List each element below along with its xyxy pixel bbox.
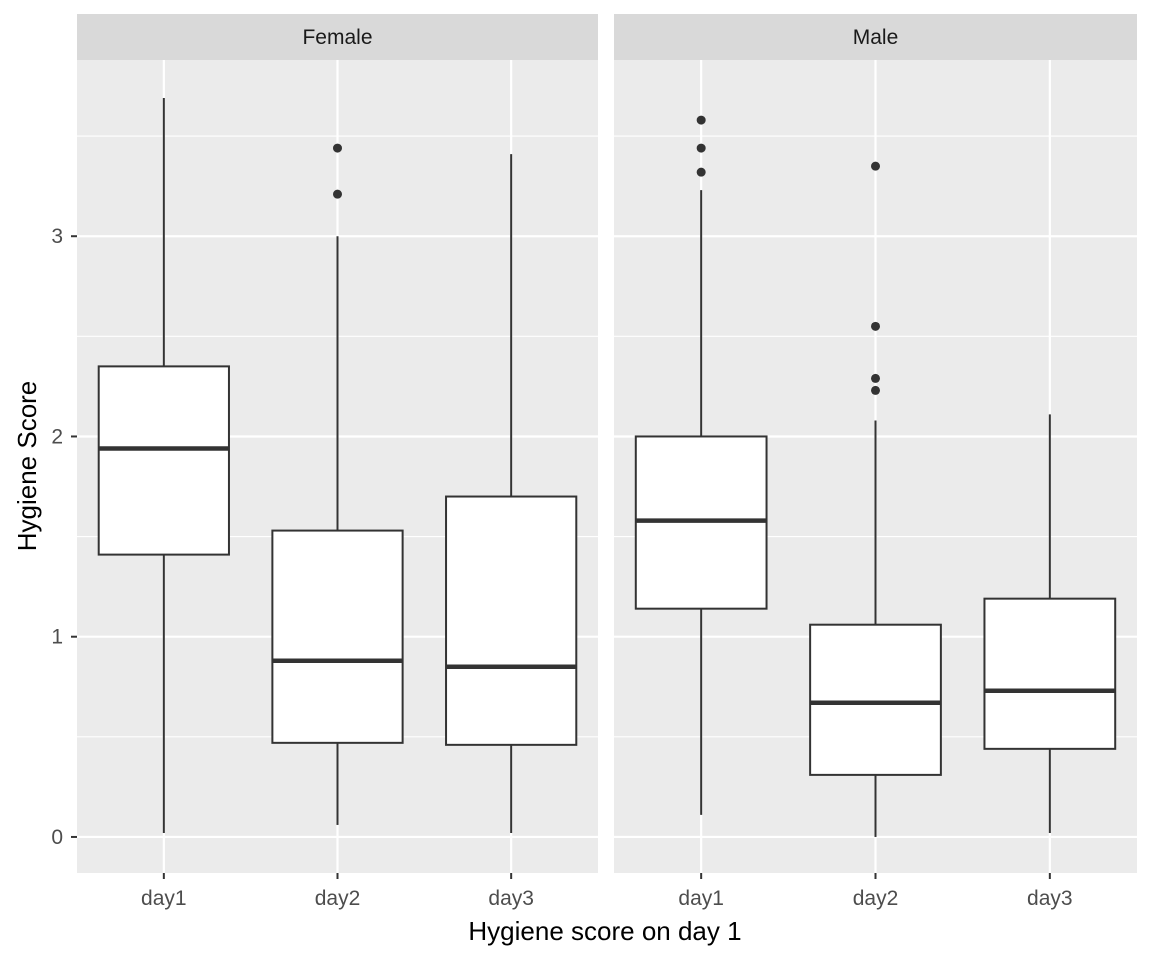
y-tick-label: 2 <box>51 425 63 448</box>
panels-layer: Female day1 day2 day3 Male day1 day2 day3 <box>77 14 1137 910</box>
x-tick-label: day2 <box>853 887 899 910</box>
box-day3 <box>983 414 1117 833</box>
box-body <box>983 597 1117 750</box>
box-day2 <box>809 161 942 837</box>
facet-strip <box>77 14 598 60</box>
y-tick-label: 1 <box>51 626 63 649</box>
outlier-point <box>871 321 880 331</box>
outlier-point <box>696 143 706 153</box>
facet-strip-label: Female <box>302 26 372 49</box>
outlier-point <box>871 373 880 383</box>
box-body <box>97 365 230 556</box>
box-body <box>809 623 942 776</box>
box-body <box>271 529 404 744</box>
panel-female: Female day1 day2 day3 <box>77 14 598 910</box>
x-tick-label: day3 <box>1027 887 1073 910</box>
outlier-point <box>871 385 880 395</box>
panel-male: Male day1 day2 day3 <box>614 14 1137 910</box>
box-day3 <box>445 154 578 833</box>
outlier-point <box>333 143 342 153</box>
y-tick-label: 3 <box>51 225 63 248</box>
facet-strip-label: Male <box>853 26 899 49</box>
outlier-point <box>696 115 706 125</box>
y-axis: 0 1 2 3 <box>51 225 77 849</box>
x-tick-label: day1 <box>141 887 187 910</box>
outlier-point <box>333 189 342 199</box>
y-tick-label: 0 <box>51 826 63 849</box>
box-day1 <box>634 115 768 815</box>
x-tick-label: day3 <box>488 887 534 910</box>
facet-strip <box>614 14 1137 60</box>
y-axis-title: Hygiene Score <box>12 381 42 552</box>
box-day2 <box>271 143 404 825</box>
x-tick-label: day1 <box>678 887 724 910</box>
x-axis-title: Hygiene score on day 1 <box>468 916 741 946</box>
box-body <box>445 495 578 746</box>
outlier-point <box>871 161 880 171</box>
outlier-point <box>696 167 706 177</box>
box-day1 <box>97 98 230 833</box>
x-tick-label: day2 <box>315 887 361 910</box>
